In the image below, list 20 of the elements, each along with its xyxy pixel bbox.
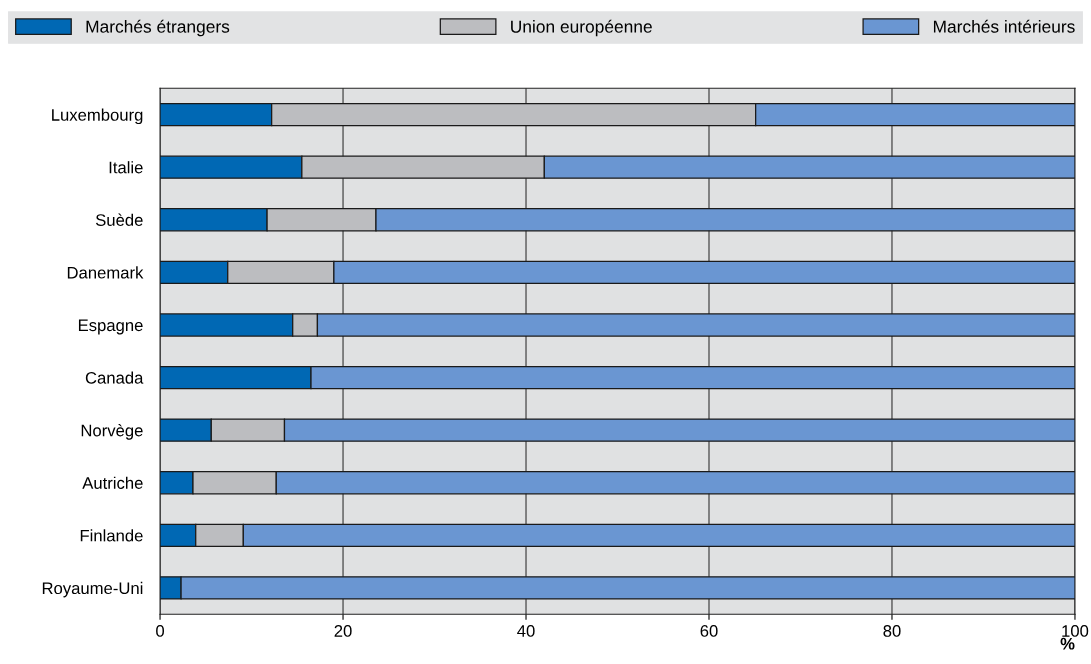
y-tick-label: Royaume-Uni bbox=[42, 581, 143, 598]
x-tick-label: 0 bbox=[156, 625, 165, 637]
y-tick-label: Finlande bbox=[80, 529, 143, 542]
y-tick-label: Italie bbox=[109, 161, 143, 174]
y-tick-label: Suède bbox=[95, 213, 143, 226]
x-tick-label: 80 bbox=[883, 625, 901, 637]
y-tick-label: Luxembourg bbox=[52, 108, 143, 125]
x-axis-title: % bbox=[1060, 637, 1075, 650]
x-tick-label: 100 bbox=[1062, 625, 1089, 637]
legend-label: Marchés intérieurs bbox=[933, 19, 1075, 33]
x-tick-label: 60 bbox=[700, 625, 718, 637]
y-tick-label: Espagne bbox=[78, 319, 143, 335]
y-tick-label: Norvège bbox=[81, 424, 143, 440]
legend-label: Marchés étrangers bbox=[86, 19, 230, 37]
y-tick-label: Danemark bbox=[67, 266, 144, 279]
x-tick-label: 20 bbox=[334, 625, 352, 637]
y-tick-label: Autriche bbox=[82, 476, 143, 489]
x-tick-label: 40 bbox=[517, 625, 535, 637]
y-tick-label: Canada bbox=[85, 371, 144, 384]
legend-label: Union européenne bbox=[511, 19, 652, 37]
